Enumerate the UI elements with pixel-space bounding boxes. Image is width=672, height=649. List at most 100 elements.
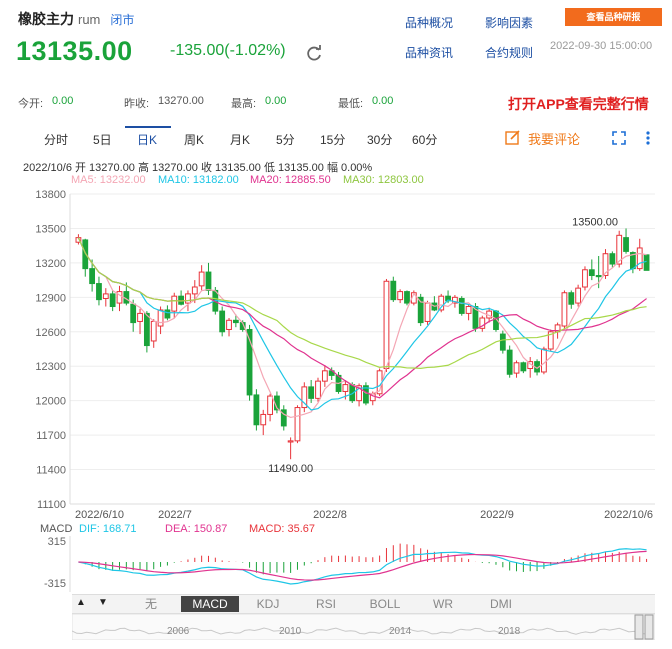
- indicator-none[interactable]: 无: [144, 597, 157, 611]
- candle-body: [520, 362, 527, 372]
- link-factors[interactable]: 影响因素: [485, 16, 534, 30]
- ma10-label: MA10: 13182.00: [158, 174, 239, 186]
- indicator-boll[interactable]: BOLL: [369, 597, 401, 611]
- candle-body: [588, 269, 595, 277]
- tab-weekly-k[interactable]: 周K: [184, 133, 205, 147]
- arrow-down-button[interactable]: ▼: [98, 597, 108, 608]
- x-tick-label: 2022/7: [158, 509, 192, 521]
- dea-label: DEA: 150.87: [165, 523, 228, 535]
- candle-body: [465, 306, 472, 314]
- candle-body: [499, 333, 506, 351]
- indicator-rsi[interactable]: RSI: [315, 597, 336, 611]
- active-tab-indicator: [125, 126, 171, 128]
- candle-body: [171, 295, 178, 312]
- candle-body: [424, 302, 431, 322]
- candle-body: [595, 275, 602, 278]
- candle-body: [287, 440, 294, 443]
- link-news[interactable]: 品种资讯: [405, 46, 454, 60]
- open-value: 0.00: [52, 95, 74, 107]
- tab-5min[interactable]: 5分: [276, 133, 295, 147]
- research-report-button[interactable]: 查看品种研报: [565, 8, 662, 26]
- tab-monthly-k[interactable]: 月K: [230, 133, 251, 147]
- market-status: 闭市: [110, 13, 135, 27]
- high-value: 0.00: [265, 95, 287, 107]
- navigator-handle-left: [634, 614, 644, 640]
- candle-body: [479, 317, 486, 329]
- candle-body: [458, 297, 465, 314]
- candle-body: [356, 385, 362, 402]
- macd-label: MACD: [40, 523, 73, 535]
- indicator-macd[interactable]: MACD: [181, 596, 239, 612]
- comment-button[interactable]: 我要评论: [528, 132, 581, 147]
- comment-icon[interactable]: [505, 130, 521, 145]
- candle-body: [643, 254, 650, 271]
- fullscreen-icon[interactable]: [612, 131, 626, 145]
- y-tick-label: 11700: [36, 430, 66, 442]
- tab-30min[interactable]: 30分: [367, 133, 393, 147]
- low-value: 0.00: [372, 95, 394, 107]
- y-tick-label: 13800: [35, 189, 66, 201]
- tab-60min[interactable]: 60分: [412, 133, 438, 147]
- min-annotation: 11490.00: [268, 463, 313, 475]
- price-change: -135.00(-1.02%): [170, 42, 286, 59]
- candle-body: [82, 239, 89, 270]
- y-tick-label: 11100: [37, 499, 66, 511]
- candle-body: [109, 293, 116, 308]
- dea-line: [78, 550, 647, 581]
- y-tick-label: 12600: [35, 327, 66, 339]
- candle-body: [205, 271, 212, 291]
- navigator-handle-right: [644, 614, 654, 640]
- link-overview[interactable]: 品种概况: [405, 16, 454, 30]
- candle-body: [96, 283, 102, 301]
- x-tick-label: 2022/9: [480, 509, 514, 521]
- candle-body: [267, 395, 273, 415]
- candle-body: [143, 312, 150, 347]
- tab-daily-k[interactable]: 日K: [137, 133, 158, 147]
- dif-label: DIF: 168.71: [79, 523, 137, 535]
- indicator-dmi[interactable]: DMI: [490, 597, 512, 611]
- instrument-code: rum: [78, 12, 101, 27]
- range-navigator[interactable]: [72, 614, 655, 640]
- nav-year-label: 2006: [167, 626, 190, 637]
- nav-year-label: 2010: [279, 626, 302, 637]
- instrument-name: 橡胶主力: [18, 11, 74, 27]
- candle-body: [157, 309, 164, 327]
- ma20-line: [77, 237, 647, 399]
- ma20-label: MA20: 12885.50: [250, 174, 331, 186]
- candle-body: [191, 286, 198, 295]
- candle-body: [260, 413, 267, 426]
- candle-body: [404, 291, 410, 304]
- candle-body: [164, 309, 171, 319]
- refresh-icon[interactable]: [305, 44, 323, 62]
- y-tick-label: 11400: [36, 465, 66, 477]
- candle-body: [102, 293, 109, 299]
- open-app-link[interactable]: 打开APP查看完整行情: [508, 96, 649, 112]
- link-rules[interactable]: 合约规则: [485, 46, 534, 60]
- candle-body: [582, 269, 588, 288]
- dif-line: [78, 548, 647, 585]
- candle-body: [616, 234, 623, 265]
- kline-chart[interactable]: 13800 13500 13200 12900 12600 12300 12000 11700…: [0, 186, 672, 526]
- tab-5day[interactable]: 5日: [93, 133, 112, 147]
- candle-body: [342, 384, 349, 392]
- prev-close-value: 13270.00: [158, 95, 204, 107]
- indicator-wr[interactable]: WR: [433, 597, 453, 611]
- macd-tick-label: 315: [48, 536, 66, 548]
- tab-15min[interactable]: 15分: [320, 133, 346, 147]
- ma30-line: [77, 237, 647, 370]
- ma10-line: [77, 237, 647, 411]
- nav-year-label: 2018: [498, 626, 521, 637]
- candle-body: [301, 386, 308, 409]
- candle-body: [130, 303, 137, 324]
- arrow-up-button[interactable]: ▲: [76, 597, 86, 608]
- candle-body: [137, 312, 143, 322]
- tab-timeshare[interactable]: 分时: [44, 133, 69, 147]
- indicator-kdj[interactable]: KDJ: [256, 597, 280, 611]
- more-icon[interactable]: [641, 130, 655, 146]
- low-label: 最低:: [338, 98, 364, 110]
- candle-body: [89, 268, 96, 285]
- candle-body: [561, 292, 568, 327]
- candle-body: [315, 380, 321, 399]
- macd-tick-label: -315: [44, 578, 66, 590]
- candle-body: [390, 280, 397, 301]
